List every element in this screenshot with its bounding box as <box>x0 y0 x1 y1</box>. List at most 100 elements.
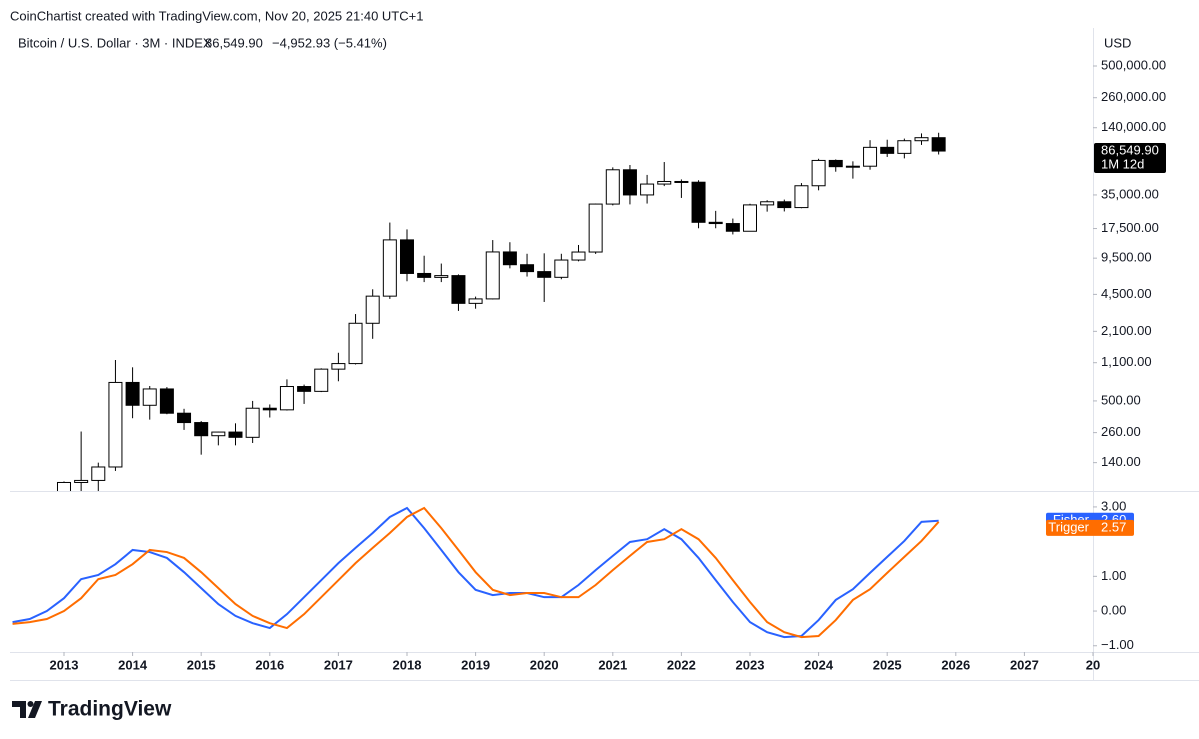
candle-body <box>91 466 106 481</box>
candle-body <box>777 201 792 209</box>
series-tag-value: 2.57 <box>1101 519 1126 534</box>
candle-body <box>811 159 826 187</box>
y-tick-label: 260,000.00 <box>1101 89 1166 104</box>
y-tick-label: 17,500.00 <box>1101 220 1159 235</box>
candle-body <box>760 201 775 206</box>
candle-body <box>314 368 329 392</box>
y-tick-label: 140,000.00 <box>1101 119 1166 134</box>
candle-body <box>640 183 655 196</box>
candle-body <box>674 180 689 183</box>
y-tick-label: 1,100.00 <box>1101 354 1152 369</box>
y-tick-label: 35,000.00 <box>1101 186 1159 201</box>
candle-body <box>520 264 535 273</box>
candle-body <box>742 204 757 232</box>
x-tick-label: 2017 <box>324 657 353 672</box>
y-tick-label: 9,500.00 <box>1101 250 1152 265</box>
candle-body <box>348 322 363 365</box>
x-tick-label: 2024 <box>804 657 834 672</box>
series-tag-box <box>1046 519 1134 536</box>
x-tick-label: 2020 <box>530 657 559 672</box>
candle-body <box>794 185 809 209</box>
candle-body <box>897 140 912 154</box>
y-tick-label: 2,100.00 <box>1101 323 1152 338</box>
candle-body <box>434 275 449 278</box>
symbol-title: Bitcoin / U.S. Dollar · 3M · INDEX <box>18 35 212 50</box>
x-tick-label: 2027 <box>1010 657 1039 672</box>
candle-body <box>863 146 878 167</box>
price-tag-countdown: 1M 12d <box>1101 156 1144 171</box>
candle-body <box>502 251 517 266</box>
candle-body <box>451 275 466 304</box>
candle-body <box>554 259 569 278</box>
candle-body <box>828 159 843 168</box>
candle-body <box>211 431 226 437</box>
x-tick-label: 2022 <box>667 657 696 672</box>
candle-body <box>279 386 294 411</box>
y-tick-label: 500,000.00 <box>1101 57 1166 72</box>
x-tick-label: 2015 <box>187 657 216 672</box>
candle-body <box>125 381 140 406</box>
candle-body <box>485 251 500 300</box>
price-pane <box>56 132 946 491</box>
candle-body <box>177 412 192 424</box>
x-tick-label: 2016 <box>255 657 284 672</box>
candle-body <box>588 203 603 253</box>
candle-body <box>880 146 895 154</box>
candle-body <box>537 271 552 278</box>
y-tick-label: 3.00 <box>1101 498 1126 513</box>
y-tick-label: 0.00 <box>1101 602 1126 617</box>
x-tick-label: 2018 <box>393 657 422 672</box>
price-tag-value: 86,549.90 <box>1101 142 1159 157</box>
candle-body <box>691 181 706 223</box>
candle-body <box>914 137 929 142</box>
attribution: CoinChartist created with TradingView.co… <box>10 8 423 23</box>
axis-unit: USD <box>1104 35 1131 50</box>
candle-body <box>245 407 260 438</box>
candle-body <box>725 223 740 232</box>
candle-body <box>56 481 71 491</box>
candle-body <box>159 388 174 414</box>
x-tick-label: 20 <box>1086 657 1100 672</box>
series-tag-name: Trigger <box>1048 519 1089 534</box>
series-tag: Trigger 2.57 <box>1046 519 1134 536</box>
candle-body <box>605 169 620 205</box>
candle-body <box>194 422 209 437</box>
candle-body <box>417 272 432 278</box>
x-tick-label: 2019 <box>461 657 490 672</box>
x-tick-label: 2023 <box>736 657 765 672</box>
y-tick-label: 500.00 <box>1101 392 1141 407</box>
y-tick-label: 4,500.00 <box>1101 286 1152 301</box>
y-tick-label: −1.00 <box>1101 637 1134 652</box>
x-tick-label: 2026 <box>941 657 970 672</box>
x-tick-label: 2014 <box>118 657 148 672</box>
candle-body <box>399 239 414 274</box>
brand-logo <box>12 701 42 718</box>
candle-body <box>74 479 89 483</box>
candle-body <box>108 381 123 468</box>
candle-body <box>365 295 380 324</box>
candle-body <box>382 239 397 297</box>
indicator-pane <box>12 506 940 639</box>
candle-body <box>622 169 637 196</box>
candle-body <box>708 221 723 225</box>
axes: 500,000.00 260,000.00 140,000.00 35,000.00 1… <box>50 57 1167 672</box>
candle-body <box>142 388 157 406</box>
x-tick-label: 2013 <box>50 657 79 672</box>
last-price: 86,549.90 <box>205 35 263 50</box>
candle-body <box>228 431 243 438</box>
indicator-line <box>12 506 939 639</box>
candle-body <box>262 407 277 411</box>
price-change: −4,952.93 (−5.41%) <box>272 35 387 50</box>
y-tick-label: 1.00 <box>1101 568 1126 583</box>
logo-mark <box>28 701 42 718</box>
candle-body <box>657 180 672 185</box>
y-tick-label: 260.00 <box>1101 424 1141 439</box>
logo-mark <box>27 701 34 707</box>
brand: TradingView <box>48 698 172 721</box>
candle-body <box>331 363 346 370</box>
candle-body <box>845 165 860 168</box>
